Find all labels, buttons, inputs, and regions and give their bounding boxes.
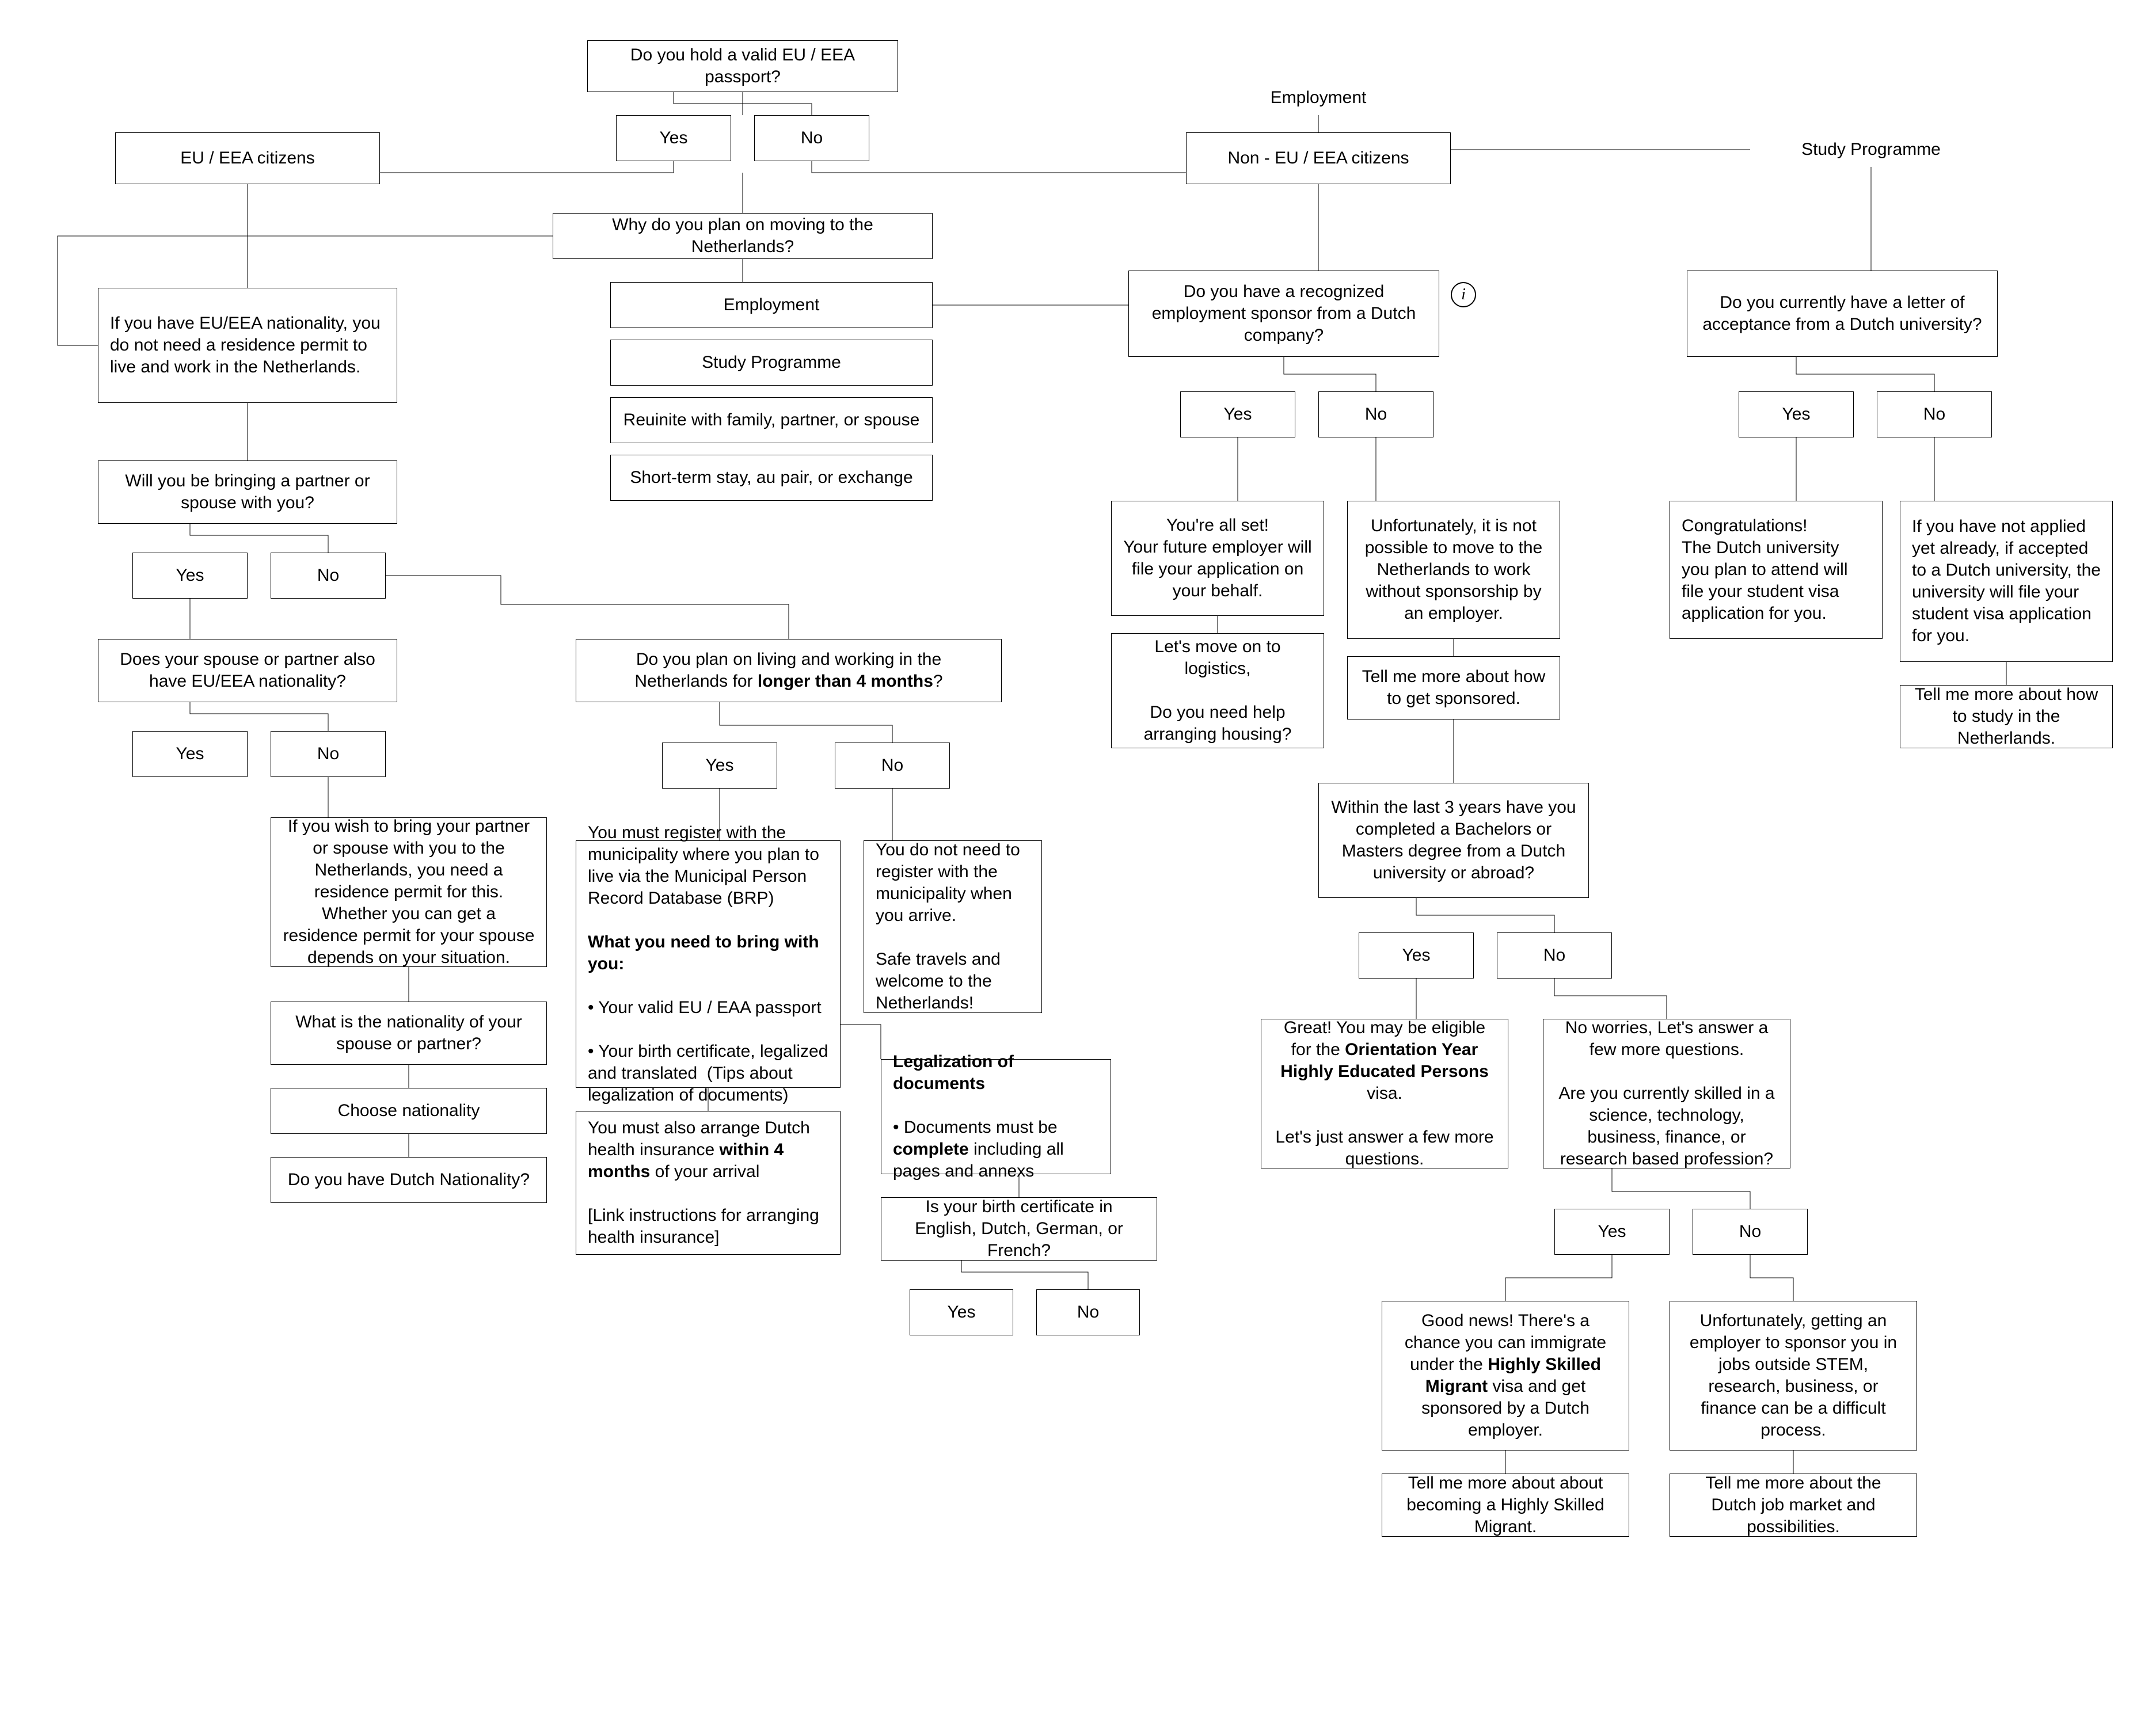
node-eu_citizens: EU / EEA citizens bbox=[115, 132, 380, 184]
node-q_acceptance: Do you currently have a letter of accept… bbox=[1687, 271, 1998, 357]
node-hsm_good: Good news! There's a chance you can immi… bbox=[1382, 1301, 1629, 1451]
node-accept_no: No bbox=[1877, 391, 1992, 437]
node-opt_study: Study Programme bbox=[610, 340, 933, 386]
info-icon: i bbox=[1451, 282, 1476, 307]
node-stem_yes: Yes bbox=[1554, 1209, 1670, 1255]
node-tell_sponsored: Tell me more about how to get sponsored. bbox=[1347, 656, 1560, 719]
node-passport_no: No bbox=[754, 115, 869, 161]
node-tell_jobmarket: Tell me more about the Dutch job market … bbox=[1670, 1474, 1917, 1537]
node-q_degree: Within the last 3 years have you complet… bbox=[1318, 783, 1589, 898]
node-eu_no_permit: If you have EU/EEA nationality, you do n… bbox=[98, 288, 397, 403]
node-q_dutch_nat: Do you have Dutch Nationality? bbox=[271, 1157, 547, 1203]
node-q_sponsor: Do you have a recognized employment spon… bbox=[1128, 271, 1439, 357]
node-partner_no: No bbox=[271, 553, 386, 599]
node-opt_employment: Employment bbox=[610, 282, 933, 328]
node-opt_short: Short-term stay, au pair, or exchange bbox=[610, 455, 933, 501]
node-degree_no: No bbox=[1497, 932, 1612, 979]
node-brp_register: You must register with the municipality … bbox=[576, 840, 841, 1088]
node-stem_q: No worries, Let's answer a few more ques… bbox=[1543, 1019, 1790, 1168]
node-birth_no: No bbox=[1036, 1289, 1140, 1335]
node-tell_hsm: Tell me more about about becoming a High… bbox=[1382, 1474, 1629, 1537]
node-hsm_bad: Unfortunately, getting an employer to sp… bbox=[1670, 1301, 1917, 1451]
node-non_eu_citizens: Non - EU / EEA citizens bbox=[1186, 132, 1451, 184]
node-all_set: You're all set! Your future employer wil… bbox=[1111, 501, 1324, 616]
node-birth_yes: Yes bbox=[910, 1289, 1013, 1335]
node-study_cat: Study Programme bbox=[1750, 132, 1992, 167]
node-employment_cat: Employment bbox=[1226, 81, 1410, 115]
node-tell_study: Tell me more about how to study in the N… bbox=[1900, 685, 2113, 748]
node-not_possible: Unfortunately, it is not possible to mov… bbox=[1347, 501, 1560, 639]
node-q_partner: Will you be bringing a partner or spouse… bbox=[98, 460, 397, 524]
node-degree_yes: Yes bbox=[1359, 932, 1474, 979]
node-sponsor_yes: Yes bbox=[1180, 391, 1295, 437]
node-not_applied: If you have not applied yet already, if … bbox=[1900, 501, 2113, 662]
node-why_move: Why do you plan on moving to the Netherl… bbox=[553, 213, 933, 259]
node-no_register: You do not need to register with the mun… bbox=[864, 840, 1042, 1013]
node-spouse_yes: Yes bbox=[132, 731, 248, 777]
node-stem_no: No bbox=[1693, 1209, 1808, 1255]
node-q_birth_lang: Is your birth certificate in English, Du… bbox=[881, 1197, 1157, 1261]
node-passport_yes: Yes bbox=[616, 115, 731, 161]
node-partner_yes: Yes bbox=[132, 553, 248, 599]
node-choose_nat: Choose nationality bbox=[271, 1088, 547, 1134]
node-q_spouse_nat: What is the nationality of your spouse o… bbox=[271, 1002, 547, 1065]
node-q_spouse_eu: Does your spouse or partner also have EU… bbox=[98, 639, 397, 702]
node-q_passport: Do you hold a valid EU / EEA passport? bbox=[587, 40, 898, 92]
node-legalization: Legalization of documents• Documents mus… bbox=[881, 1059, 1111, 1174]
node-congrats: Congratulations! The Dutch university yo… bbox=[1670, 501, 1883, 639]
node-insurance: You must also arrange Dutch health insur… bbox=[576, 1111, 841, 1255]
node-orientation: Great! You may be eligible for the Orien… bbox=[1261, 1019, 1508, 1168]
node-longer_no: No bbox=[835, 743, 950, 789]
node-q_longer4: Do you plan on living and working in the… bbox=[576, 639, 1002, 702]
node-opt_reunite: Reuinite with family, partner, or spouse bbox=[610, 397, 933, 443]
flowchart-canvas: Do you hold a valid EU / EEA passport? Ye… bbox=[0, 0, 2137, 1736]
node-longer_yes: Yes bbox=[662, 743, 777, 789]
node-spouse_permit: If you wish to bring your partner or spo… bbox=[271, 817, 547, 967]
node-accept_yes: Yes bbox=[1739, 391, 1854, 437]
node-sponsor_no: No bbox=[1318, 391, 1433, 437]
node-spouse_no: No bbox=[271, 731, 386, 777]
node-housing_help: Let's move on to logistics, Do you need … bbox=[1111, 633, 1324, 748]
